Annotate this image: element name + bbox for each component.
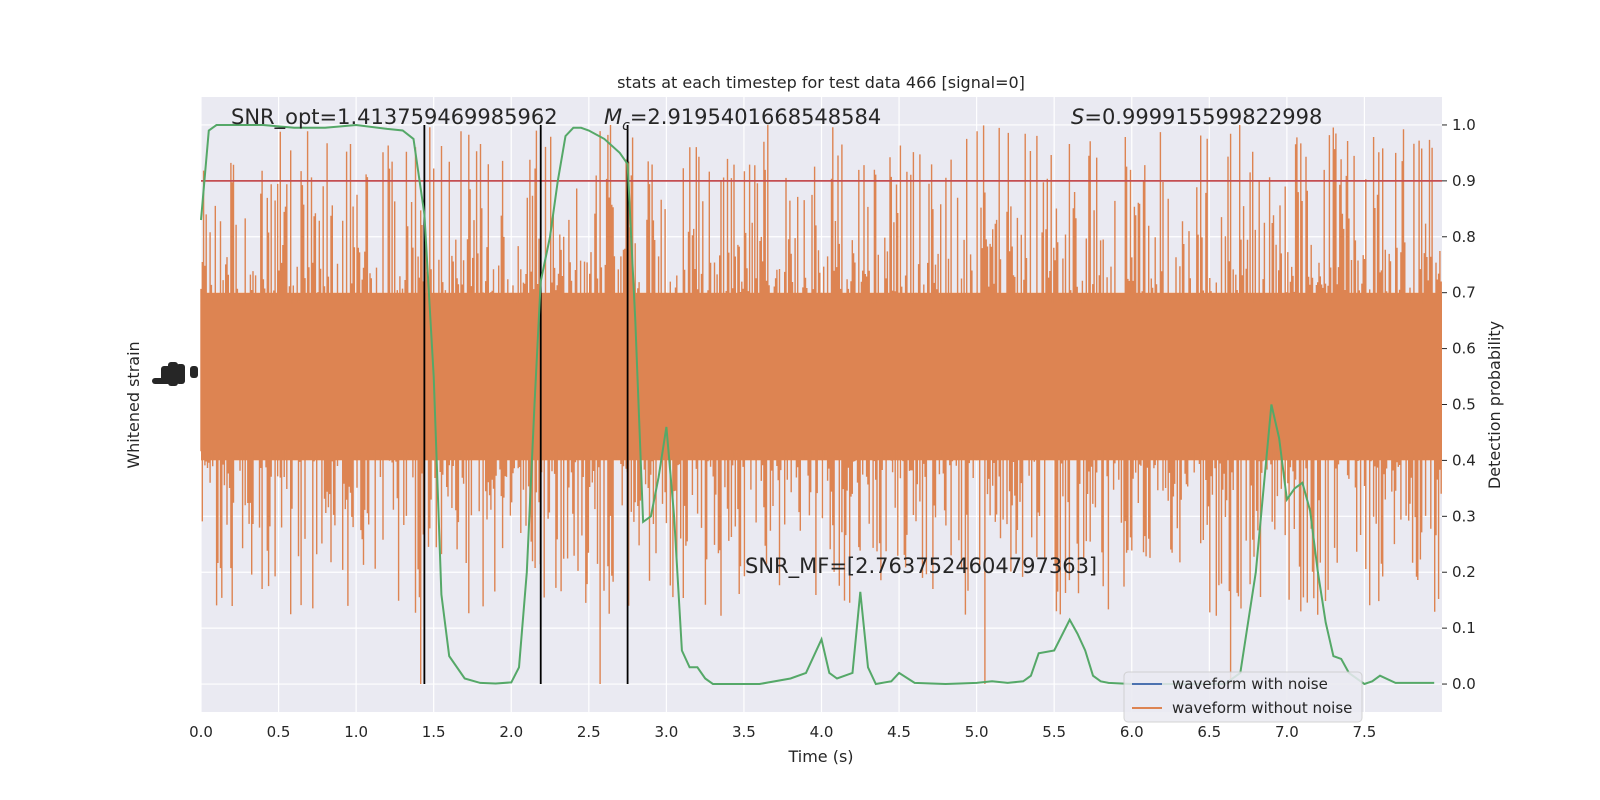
y-tick-label: 0.6	[1452, 340, 1476, 358]
y-tick-label: 0.0	[1452, 675, 1476, 693]
x-tick-label: 7.0	[1275, 723, 1299, 741]
y-tick-label: 0.4	[1452, 451, 1476, 469]
waveform-trace	[200, 125, 1442, 684]
x-tick-label: 4.5	[887, 723, 911, 741]
legend: waveform with noise waveform without noi…	[1123, 671, 1363, 723]
x-tick-label: 5.5	[1042, 723, 1066, 741]
s-annotation: S=0.999915599822998	[1071, 105, 1322, 129]
chirp-mass-annotation: Mc=2.9195401668548584	[604, 105, 881, 134]
x-tick-label: 5.0	[965, 723, 989, 741]
left-tick-glyph	[176, 364, 185, 384]
legend-box	[1123, 671, 1363, 723]
x-axis-label: Time (s)	[787, 747, 853, 766]
y-tick-label: 0.9	[1452, 172, 1476, 190]
legend-label-without-noise: waveform without noise	[1172, 699, 1352, 717]
y-tick-label: 1.0	[1452, 116, 1476, 134]
y-tick-label: 0.5	[1452, 396, 1476, 414]
right-y-axis-ticks: 0.0 0.1 0.2 0.3 0.4 0.5 0.6 0.7 0.8 0.9 1.0	[1442, 116, 1476, 693]
x-tick-label: 6.5	[1197, 723, 1221, 741]
detection-probability-series	[200, 123, 1435, 686]
x-tick-label: 2.0	[499, 723, 523, 741]
x-tick-label: 2.5	[577, 723, 601, 741]
snr-mf-annotation: SNR_MF=[2.7637524604797363]	[745, 554, 1097, 579]
x-tick-label: 3.5	[732, 723, 756, 741]
y-tick-label: 0.1	[1452, 619, 1476, 637]
y-tick-label: 0.7	[1452, 284, 1476, 302]
left-y-axis-tick-cluster	[152, 362, 198, 386]
x-tick-label: 0.5	[267, 723, 291, 741]
x-tick-label: 6.0	[1120, 723, 1144, 741]
left-y-axis-label: Whitened strain	[124, 341, 143, 468]
y-tick-label: 0.3	[1452, 507, 1476, 525]
y-tick-label: 0.2	[1452, 563, 1476, 581]
x-tick-label: 4.0	[810, 723, 834, 741]
snr-opt-annotation: SNR_opt=1.413759469985962	[231, 105, 558, 130]
x-tick-label: 7.5	[1353, 723, 1377, 741]
x-axis-ticks: 0.0 0.5 1.0 1.5 2.0 2.5 3.0 3.5 4.0 4.5 5.0 5.5 6.0 6…	[189, 723, 1376, 741]
x-tick-label: 1.5	[422, 723, 446, 741]
x-tick-label: 3.0	[654, 723, 678, 741]
waveform-without-noise-series	[200, 125, 1442, 684]
left-tick-glyph	[190, 366, 198, 378]
right-y-axis-label: Detection probability	[1485, 321, 1504, 489]
x-tick-label: 0.0	[189, 723, 213, 741]
chart-title: stats at each timestep for test data 466…	[617, 73, 1025, 92]
y-tick-label: 0.8	[1452, 228, 1476, 246]
left-tick-glyph	[168, 362, 178, 386]
x-tick-label: 1.0	[344, 723, 368, 741]
legend-label-with-noise: waveform with noise	[1172, 675, 1328, 693]
